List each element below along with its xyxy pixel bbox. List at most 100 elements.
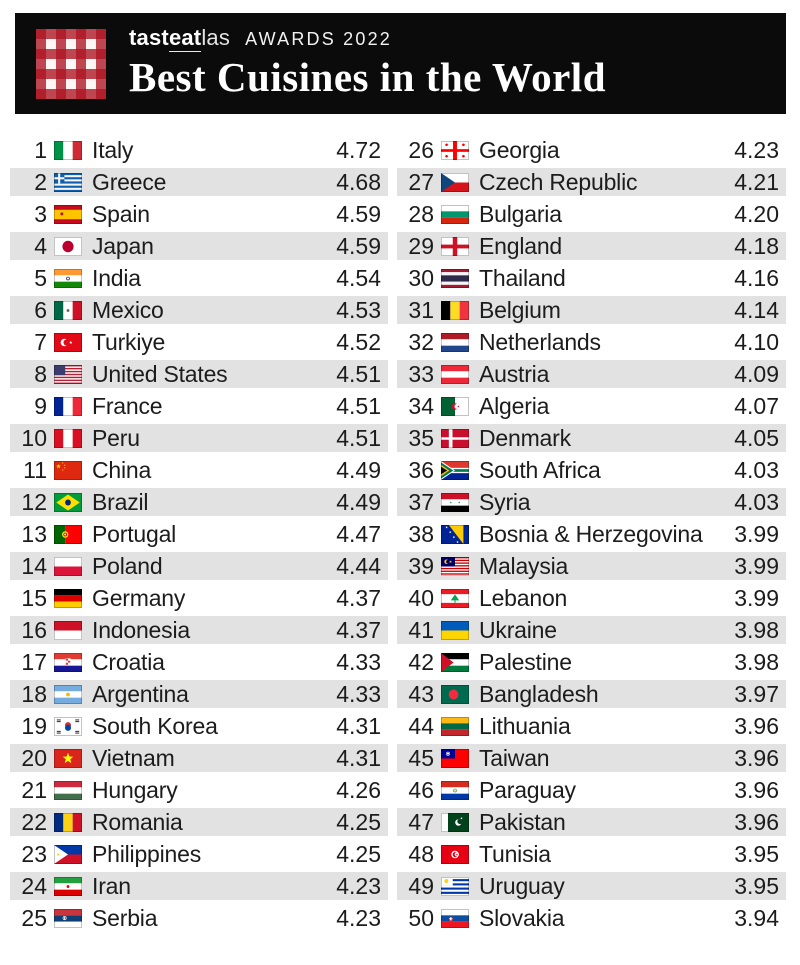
awards-label: AWARDS 2022 bbox=[245, 28, 392, 49]
rank-cell: 29 bbox=[408, 232, 434, 259]
country-name: France bbox=[92, 392, 163, 419]
country-name: Germany bbox=[92, 584, 186, 611]
score-value: 4.68 bbox=[336, 168, 381, 195]
score-value: 4.16 bbox=[734, 264, 779, 291]
score-value: 4.14 bbox=[734, 296, 779, 323]
ranking-row: 34 Algeria 4.07 bbox=[397, 390, 786, 422]
rank-cell: 38 bbox=[408, 520, 434, 547]
country-name: Romania bbox=[92, 808, 183, 835]
rank-cell: 42 bbox=[408, 648, 434, 675]
ranking-row: 1 Italy 4.72 bbox=[10, 134, 388, 166]
country-flag-icon bbox=[441, 492, 469, 512]
country-flag-icon bbox=[54, 332, 82, 352]
country-flag-icon bbox=[441, 460, 469, 480]
score-value: 4.59 bbox=[336, 232, 381, 259]
rank-cell: 28 bbox=[408, 200, 434, 227]
country-name: Vietnam bbox=[92, 744, 175, 771]
country-flag-icon bbox=[441, 620, 469, 640]
score-value: 4.51 bbox=[336, 424, 381, 451]
country-flag-icon bbox=[441, 364, 469, 384]
country-name: Malaysia bbox=[479, 552, 569, 579]
country-name: South Korea bbox=[92, 712, 218, 739]
score-value: 4.03 bbox=[734, 488, 779, 515]
ranking-row: 32 Netherlands 4.10 bbox=[397, 326, 786, 358]
ranking-row: 40 Lebanon 3.99 bbox=[397, 582, 786, 614]
rank-cell: 12 bbox=[21, 488, 47, 515]
ranking-row: 26 Georgia 4.23 bbox=[397, 134, 786, 166]
country-name: Lebanon bbox=[479, 584, 568, 611]
ranking-row: 20 Vietnam 4.31 bbox=[10, 742, 388, 774]
ranking-row: 25 Serbia 4.23 bbox=[10, 902, 388, 934]
country-name: Palestine bbox=[479, 648, 572, 675]
ranking-row: 30 Thailand 4.16 bbox=[397, 262, 786, 294]
rank-cell: 7 bbox=[34, 328, 47, 355]
rank-cell: 43 bbox=[408, 680, 434, 707]
rank-cell: 1 bbox=[34, 136, 47, 163]
score-value: 3.96 bbox=[734, 712, 779, 739]
country-name: England bbox=[479, 232, 563, 259]
ranking-row: 42 Palestine 3.98 bbox=[397, 646, 786, 678]
ranking-row: 16 Indonesia 4.37 bbox=[10, 614, 388, 646]
rank-cell: 46 bbox=[408, 776, 434, 803]
ranking-row: 17 Croatia 4.33 bbox=[10, 646, 388, 678]
poster: tasteatlas AWARDS 2022 Best Cuisines in … bbox=[0, 13, 800, 934]
score-value: 4.33 bbox=[336, 680, 381, 707]
country-flag-icon bbox=[54, 908, 82, 928]
score-value: 4.03 bbox=[734, 456, 779, 483]
country-flag-icon bbox=[441, 140, 469, 160]
country-flag-icon bbox=[54, 396, 82, 416]
rank-cell: 31 bbox=[408, 296, 434, 323]
ranking-row: 10 Peru 4.51 bbox=[10, 422, 388, 454]
country-flag-icon bbox=[54, 428, 82, 448]
country-flag-icon bbox=[441, 652, 469, 672]
country-flag-icon bbox=[54, 748, 82, 768]
rank-cell: 4 bbox=[34, 232, 47, 259]
rank-cell: 50 bbox=[408, 904, 434, 931]
brand-part-las: las bbox=[201, 24, 231, 50]
rank-cell: 11 bbox=[23, 456, 47, 483]
rank-cell: 48 bbox=[408, 840, 434, 867]
country-flag-icon bbox=[441, 268, 469, 288]
ranking-row: 43 Bangladesh 3.97 bbox=[397, 678, 786, 710]
country-flag-icon bbox=[54, 492, 82, 512]
rank-cell: 18 bbox=[21, 680, 47, 707]
brand-part-tast: tast bbox=[129, 24, 169, 50]
country-name: Brazil bbox=[92, 488, 149, 515]
country-flag-icon bbox=[54, 844, 82, 864]
country-name: Denmark bbox=[479, 424, 571, 451]
country-flag-icon bbox=[54, 876, 82, 896]
country-flag-icon bbox=[54, 300, 82, 320]
country-name: Greece bbox=[92, 168, 167, 195]
ranking-row: 8 United States 4.51 bbox=[10, 358, 388, 390]
country-flag-icon bbox=[441, 748, 469, 768]
country-name: Mexico bbox=[92, 296, 164, 323]
rank-cell: 5 bbox=[34, 264, 47, 291]
country-name: Syria bbox=[479, 488, 531, 515]
country-name: Poland bbox=[92, 552, 163, 579]
country-name: Paraguay bbox=[479, 776, 576, 803]
country-name: Georgia bbox=[479, 136, 560, 163]
country-name: Spain bbox=[92, 200, 150, 227]
rank-cell: 13 bbox=[21, 520, 47, 547]
ranking-row: 12 Brazil 4.49 bbox=[10, 486, 388, 518]
ranking-row: 13 Portugal 4.47 bbox=[10, 518, 388, 550]
country-flag-icon bbox=[441, 236, 469, 256]
score-value: 4.20 bbox=[734, 200, 779, 227]
score-value: 4.59 bbox=[336, 200, 381, 227]
score-value: 4.05 bbox=[734, 424, 779, 451]
rank-cell: 26 bbox=[408, 136, 434, 163]
country-flag-icon bbox=[441, 524, 469, 544]
rank-cell: 44 bbox=[408, 712, 434, 739]
score-value: 4.10 bbox=[734, 328, 779, 355]
country-name: Belgium bbox=[479, 296, 561, 323]
ranking-row: 39 Malaysia 3.99 bbox=[397, 550, 786, 582]
country-name: Bulgaria bbox=[479, 200, 562, 227]
ranking-column-left: 1 Italy 4.72 2 Greece 4.68 3 Spain 4.59 4 Japan 4.5… bbox=[10, 134, 388, 934]
country-name: Indonesia bbox=[92, 616, 190, 643]
rank-cell: 39 bbox=[408, 552, 434, 579]
score-value: 3.96 bbox=[734, 776, 779, 803]
score-value: 4.51 bbox=[336, 360, 381, 387]
country-name: Iran bbox=[92, 872, 131, 899]
score-value: 4.25 bbox=[336, 808, 381, 835]
ranking-row: 11 China 4.49 bbox=[10, 454, 388, 486]
